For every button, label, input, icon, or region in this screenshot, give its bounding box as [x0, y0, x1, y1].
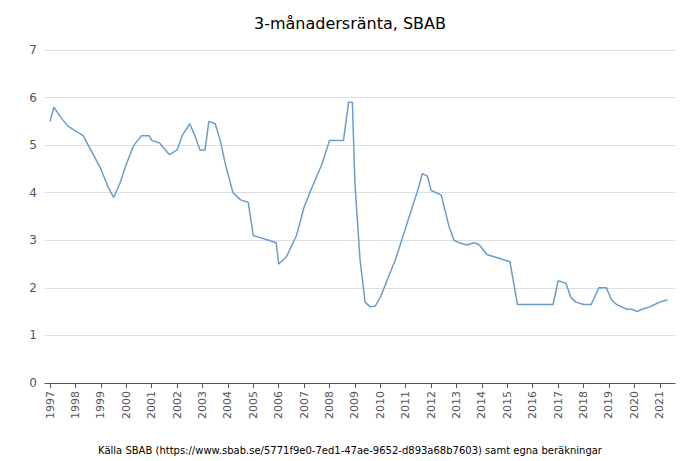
- svg-text:2008: 2008: [323, 391, 336, 419]
- svg-text:2014: 2014: [475, 391, 488, 419]
- svg-text:2018: 2018: [577, 391, 590, 419]
- svg-text:6: 6: [29, 91, 37, 105]
- svg-text:2017: 2017: [552, 391, 565, 419]
- svg-text:Källa SBAB (https://www.sbab.s: Källa SBAB (https://www.sbab.se/5771f9e0…: [98, 445, 603, 456]
- svg-text:4: 4: [29, 186, 37, 200]
- svg-text:1999: 1999: [94, 391, 107, 419]
- svg-text:2004: 2004: [221, 391, 234, 419]
- svg-text:0: 0: [29, 376, 37, 390]
- svg-text:2020: 2020: [628, 391, 641, 419]
- svg-text:2000: 2000: [120, 391, 133, 419]
- svg-text:2001: 2001: [145, 391, 158, 419]
- svg-text:2007: 2007: [298, 391, 311, 419]
- svg-text:2009: 2009: [348, 391, 361, 419]
- svg-text:2012: 2012: [425, 391, 438, 419]
- svg-text:2010: 2010: [374, 391, 387, 419]
- svg-text:2019: 2019: [602, 391, 615, 419]
- svg-text:1: 1: [29, 328, 37, 342]
- svg-text:2006: 2006: [272, 391, 285, 419]
- svg-text:1998: 1998: [69, 391, 82, 419]
- svg-text:5: 5: [29, 138, 37, 152]
- svg-text:2002: 2002: [171, 391, 184, 419]
- svg-text:2: 2: [29, 281, 37, 295]
- svg-text:2011: 2011: [399, 391, 412, 419]
- svg-text:3: 3: [29, 233, 37, 247]
- svg-text:2015: 2015: [501, 391, 514, 419]
- svg-text:2013: 2013: [450, 391, 463, 419]
- svg-text:7: 7: [29, 43, 37, 57]
- svg-text:2016: 2016: [526, 391, 539, 419]
- svg-text:2003: 2003: [196, 391, 209, 419]
- svg-text:1997: 1997: [44, 391, 57, 419]
- svg-text:3-månadersränta, SBAB: 3-månadersränta, SBAB: [254, 14, 446, 33]
- svg-text:2005: 2005: [247, 391, 260, 419]
- svg-text:2021: 2021: [653, 391, 666, 419]
